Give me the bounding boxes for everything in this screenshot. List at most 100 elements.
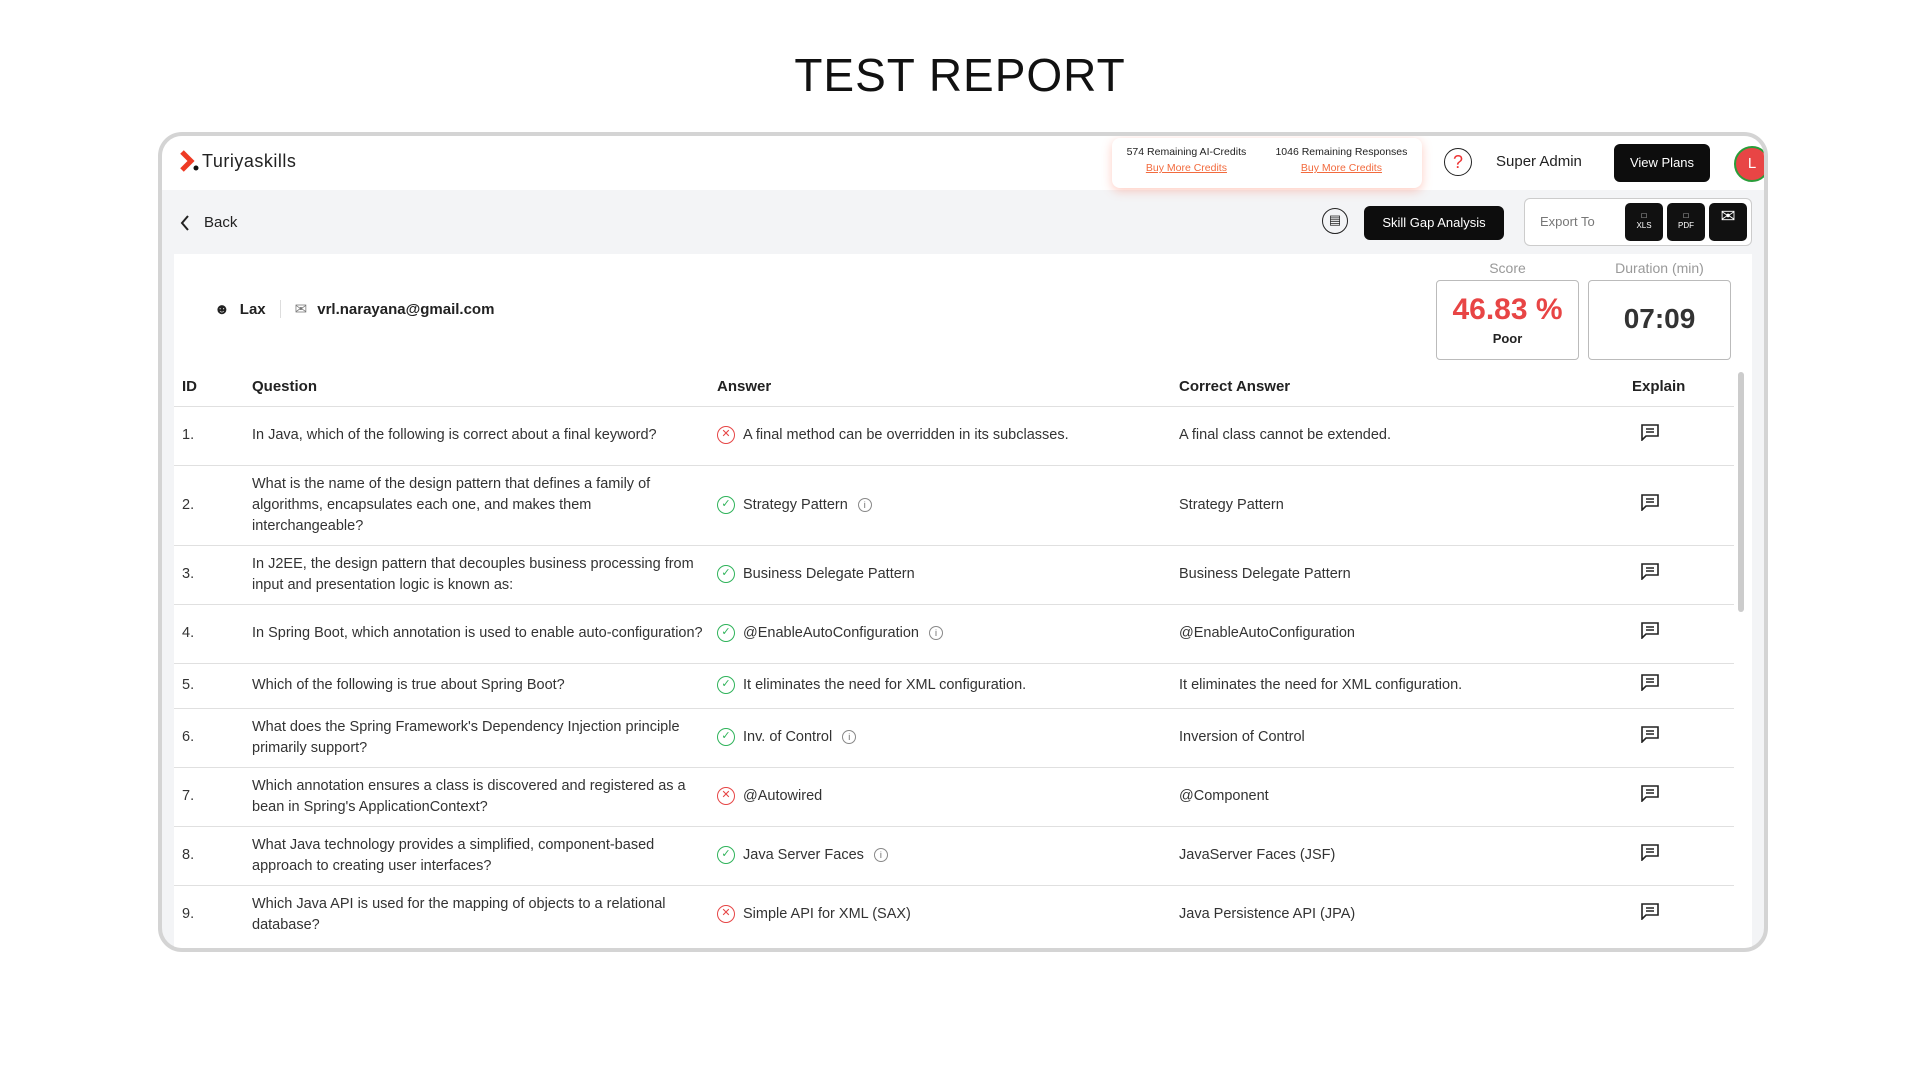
candidate-name: Lax	[239, 300, 266, 318]
explain-cell	[1632, 464, 1734, 545]
correct-answer-text: JavaServer Faces (JSF)	[1179, 825, 1632, 885]
table-row: 6. What does the Spring Framework's Depe…	[174, 707, 1734, 767]
explain-cell	[1632, 707, 1734, 767]
back-label: Back	[204, 214, 238, 231]
correct-answer-text: Strategy Pattern	[1179, 464, 1632, 545]
column-header: Question	[252, 378, 318, 396]
x-circle-icon: ✕	[717, 905, 735, 924]
correct-answer-text: Inversion of Control	[1179, 707, 1632, 767]
top-header: Turiyaskills 574 Remaining AI-Credits Buy…	[162, 136, 1764, 190]
x-circle-icon: ✕	[717, 426, 735, 445]
avatar[interactable]: L	[1734, 146, 1764, 182]
answer-cell: ✓ Java Server Faces i	[717, 825, 1179, 885]
comment-icon[interactable]	[1640, 621, 1660, 640]
comment-icon[interactable]	[1640, 673, 1660, 692]
answer-cell: ✓ Inv. of Control i	[717, 707, 1179, 767]
question-text: In Spring Boot, which annotation is used…	[252, 603, 717, 663]
row-id: 4.	[174, 603, 252, 663]
check-circle-icon: ✓	[717, 565, 735, 584]
info-icon[interactable]: i	[842, 730, 857, 745]
table-row: 8. What Java technology provides a simpl…	[174, 825, 1734, 885]
user-icon: ☻	[214, 300, 230, 318]
table-row: 7. Which annotation ensures a class is d…	[174, 766, 1734, 826]
row-id: 7.	[174, 766, 252, 826]
answer-text: @Autowired	[743, 788, 823, 804]
answer-cell: ✕ @Autowired	[717, 766, 1179, 826]
question-text: What Java technology provides a simplifi…	[252, 825, 717, 885]
duration-value: 07:09	[1623, 303, 1696, 334]
answer-cell: ✕ Simple API for XML (SAX)	[717, 884, 1179, 944]
brand-logo[interactable]: Turiyaskills	[180, 150, 296, 172]
score-label: Score	[1489, 260, 1526, 276]
scrollbar[interactable]	[1738, 372, 1744, 612]
export-pdf-button[interactable]: □ PDF	[1667, 203, 1705, 241]
comment-icon[interactable]	[1640, 493, 1660, 512]
question-text: What does the Spring Framework's Depende…	[252, 707, 717, 767]
email-icon[interactable]: ✉	[1709, 203, 1747, 241]
comment-icon[interactable]	[1640, 725, 1660, 744]
buy-responses-link[interactable]: Buy More Credits	[1300, 162, 1382, 174]
comment-icon[interactable]	[1640, 562, 1660, 581]
page-title: TEST REPORT	[794, 49, 1126, 101]
check-circle-icon: ✓	[717, 495, 735, 514]
buy-credits-link[interactable]: Buy More Credits	[1145, 162, 1227, 174]
question-text: Which Java API is used for the mapping o…	[252, 884, 717, 944]
duration-box: 07:09	[1588, 280, 1731, 360]
back-button[interactable]: Back	[180, 214, 237, 231]
export-xls-button[interactable]: □ XLS	[1625, 203, 1663, 241]
correct-answer-text: Java Persistence API (JPA)	[1179, 884, 1632, 944]
check-circle-icon: ✓	[717, 846, 735, 865]
question-text: Which annotation ensures a class is disc…	[252, 766, 717, 826]
column-header: Answer	[717, 378, 772, 396]
results-table: ID Question Answer Correct Answer Explain 1.…	[174, 368, 1734, 944]
skill-gap-analysis-button[interactable]: Skill Gap Analysis	[1364, 206, 1504, 240]
export-group: Export To □ XLS □ PDF ✉	[1524, 198, 1752, 246]
answer-text: Java Server Faces	[743, 847, 864, 863]
info-icon[interactable]: i	[928, 626, 943, 641]
view-plans-button[interactable]: View Plans	[1614, 144, 1710, 182]
table-row: 4. In Spring Boot, which annotation is u…	[174, 603, 1734, 663]
question-text: In Java, which of the following is corre…	[252, 405, 717, 465]
check-circle-icon: ✓	[717, 728, 735, 747]
export-label: Export To	[1540, 214, 1595, 229]
table-row: 5. Which of the following is true about …	[174, 662, 1734, 708]
ai-credits-text: 574 Remaining AI-Credits	[1126, 146, 1247, 158]
answer-text: A final method can be overridden in its …	[743, 427, 1069, 443]
explain-cell	[1632, 766, 1734, 826]
explain-cell	[1632, 825, 1734, 885]
candidate-email: vrl.narayana@gmail.com	[317, 300, 495, 318]
info-icon[interactable]: i	[857, 497, 872, 512]
comment-icon[interactable]	[1640, 423, 1660, 442]
score-rating: Poor	[1492, 331, 1523, 346]
answer-cell: ✓ Business Delegate Pattern	[717, 544, 1179, 604]
answer-text: Business Delegate Pattern	[743, 566, 915, 582]
report-content: ☻ Lax ✉ vrl.narayana@gmail.com Score 46.…	[174, 254, 1752, 948]
clipboard-icon[interactable]: ▤	[1322, 208, 1348, 234]
correct-answer-text: It eliminates the need for XML configura…	[1179, 662, 1632, 708]
correct-answer-text: A final class cannot be extended.	[1179, 405, 1632, 465]
question-text: Which of the following is true about Spr…	[252, 662, 717, 708]
check-circle-icon: ✓	[717, 624, 735, 643]
table-row: 9. Which Java API is used for the mappin…	[174, 884, 1734, 944]
info-icon[interactable]: i	[873, 848, 888, 863]
row-id: 1.	[174, 405, 252, 465]
answer-text: It eliminates the need for XML configura…	[743, 677, 1027, 693]
comment-icon[interactable]	[1640, 902, 1660, 922]
explain-cell	[1632, 603, 1734, 663]
row-id: 3.	[174, 544, 252, 604]
responses-text: 1046 Remaining Responses	[1275, 146, 1408, 158]
explain-cell	[1632, 544, 1734, 604]
comment-icon[interactable]	[1640, 843, 1660, 862]
mail-icon: ✉	[294, 301, 308, 318]
credits-panel: 574 Remaining AI-Credits Buy More Credits…	[1112, 138, 1422, 188]
column-header: Explain	[1632, 378, 1686, 396]
answer-text: Simple API for XML (SAX)	[743, 906, 911, 923]
answer-cell: ✓ It eliminates the need for XML configur…	[717, 662, 1179, 708]
answer-text: @EnableAutoConfiguration	[743, 625, 919, 641]
check-circle-icon: ✓	[717, 676, 735, 695]
correct-answer-text: @EnableAutoConfiguration	[1179, 603, 1632, 663]
comment-icon[interactable]	[1640, 784, 1660, 803]
help-icon[interactable]: ?	[1444, 148, 1472, 176]
row-id: 5.	[174, 662, 252, 708]
answer-text: Inv. of Control	[743, 729, 833, 745]
